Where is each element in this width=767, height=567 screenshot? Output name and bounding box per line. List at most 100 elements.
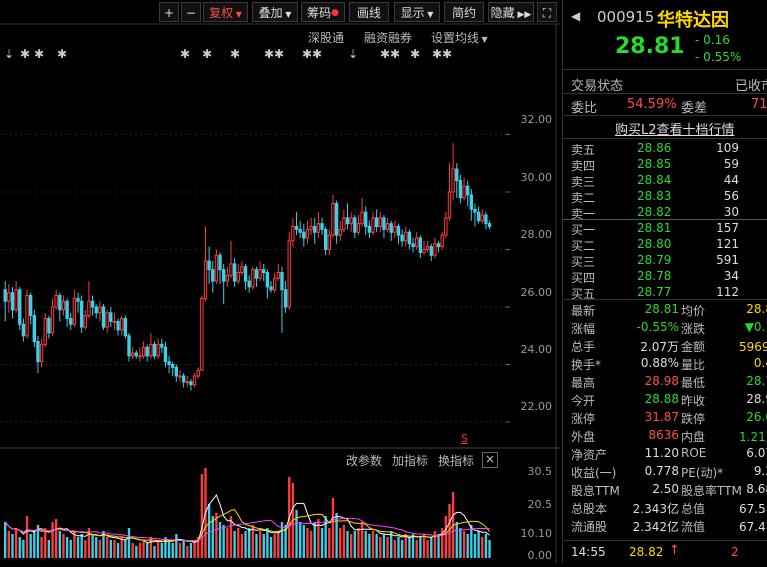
- diejia-label: 叠加: [258, 6, 283, 20]
- close-icon[interactable]: ×: [482, 452, 498, 468]
- bid-row[interactable]: 买三 28.79 591: [571, 253, 767, 270]
- level-price: 28.78: [637, 269, 672, 283]
- volume-bar: [368, 534, 371, 558]
- candle-body: [389, 223, 393, 233]
- candle-body: [236, 272, 240, 282]
- level-price: 28.81: [637, 221, 672, 235]
- quote-value: 28.88: [644, 392, 679, 406]
- volume-bar: [131, 543, 134, 558]
- diejia-button[interactable]: 叠加 ▼: [252, 2, 298, 22]
- event-marker[interactable]: ✱: [34, 47, 45, 61]
- volume-bar: [44, 528, 47, 558]
- quote-value: 8.68: [746, 482, 767, 496]
- volume-bar: [197, 537, 200, 558]
- volume-bar: [386, 537, 389, 558]
- volume-bar: [47, 540, 51, 558]
- kline-chart-area[interactable]: [0, 0, 560, 563]
- volume-bar: [470, 525, 473, 558]
- chouma-button[interactable]: 筹码●: [301, 2, 345, 22]
- zoom-out-button[interactable]: −: [181, 2, 201, 22]
- level-price: 28.86: [637, 141, 672, 155]
- candle-body: [320, 223, 324, 230]
- stock-code: 000915: [597, 8, 655, 26]
- trade-status-value: 已收市: [735, 79, 767, 94]
- rongzi-link[interactable]: 融资融券: [364, 31, 413, 45]
- shengutong-link[interactable]: 深股通: [308, 31, 345, 45]
- bid-row[interactable]: 买二 28.80 121: [571, 237, 767, 254]
- tick-volume: 2: [731, 545, 739, 559]
- ask-row[interactable]: 卖二 28.83 56: [571, 189, 767, 206]
- volume-bar: [95, 537, 98, 558]
- ask-row[interactable]: 卖五 28.86 109: [571, 141, 767, 158]
- event-marker[interactable]: ⇣: [4, 47, 15, 61]
- candle-body: [98, 306, 102, 314]
- double-right-arrow-icon: ▶▶: [514, 10, 532, 20]
- event-marker[interactable]: ✱✱: [302, 47, 323, 61]
- y-tick-label: 24.00: [520, 343, 553, 356]
- expand-button[interactable]: ⛶: [537, 2, 557, 22]
- back-arrow-icon[interactable]: ◀: [571, 9, 581, 23]
- event-marker[interactable]: ⇣: [348, 47, 359, 61]
- candle-body: [138, 355, 142, 358]
- event-marker[interactable]: ✱: [230, 47, 241, 61]
- candle-body: [61, 300, 66, 311]
- volume-bar: [160, 543, 163, 558]
- event-marker[interactable]: ✱: [202, 47, 213, 61]
- bid-row[interactable]: 买五 28.77 112: [571, 285, 767, 302]
- candle-body: [200, 297, 204, 371]
- quote-row: 换手* 0.88%量比 0.4: [571, 356, 767, 374]
- weibi-label: 委比: [571, 101, 598, 116]
- event-marker[interactable]: ✱✱: [432, 47, 453, 61]
- jianyue-button[interactable]: 简约: [444, 2, 484, 22]
- candle-body: [313, 226, 317, 233]
- volume-bar: [375, 534, 378, 558]
- kline-svg[interactable]: [0, 0, 560, 563]
- set-ma-dropdown[interactable]: 设置均线 ▼: [431, 29, 488, 46]
- candle-body: [251, 269, 255, 288]
- bid-row[interactable]: 买四 28.78 34: [571, 269, 767, 286]
- ask-row[interactable]: 卖三 28.84 44: [571, 173, 767, 190]
- l2-purchase-link[interactable]: 购买L2查看十档行情: [615, 123, 735, 138]
- event-marker[interactable]: ✱: [57, 47, 68, 61]
- volume-bar: [273, 534, 276, 558]
- candle-body: [203, 260, 208, 299]
- ask-row[interactable]: 卖一 28.82 30: [571, 205, 767, 222]
- ask-row[interactable]: 卖四 28.85 59: [571, 157, 767, 174]
- candle-body: [473, 208, 477, 213]
- gaican-button[interactable]: 改参数: [346, 454, 383, 468]
- event-marker[interactable]: ✱✱: [264, 47, 285, 61]
- candle-body: [418, 237, 423, 253]
- candle-body: [396, 226, 401, 236]
- volume-bar: [411, 534, 415, 558]
- volume-bar: [320, 528, 324, 558]
- candle-body: [323, 228, 328, 250]
- candle-body: [192, 375, 197, 386]
- s-marker[interactable]: S: [461, 432, 468, 445]
- huaxian-button[interactable]: 画线: [349, 2, 389, 22]
- volume-bar: [36, 525, 40, 558]
- event-marker[interactable]: ✱: [410, 47, 421, 61]
- tick-time: 14:55: [571, 545, 606, 559]
- volume-bar: [324, 516, 327, 558]
- quote-value: 28.81: [644, 302, 679, 316]
- level-volume: 109: [716, 141, 739, 155]
- event-marker[interactable]: ✱: [180, 47, 191, 61]
- xianshi-button[interactable]: 显示 ▼: [394, 2, 440, 22]
- zoom-in-button[interactable]: +: [159, 2, 179, 22]
- bid-row[interactable]: 买一 28.81 157: [571, 221, 767, 238]
- yincang-button[interactable]: 隐藏 ▶▶: [488, 2, 534, 22]
- candle-body: [10, 292, 15, 311]
- fuquan-button[interactable]: 复权 ▼: [203, 2, 248, 22]
- event-marker[interactable]: ✱: [20, 47, 31, 61]
- change-indicator-button[interactable]: 换指标: [438, 454, 475, 468]
- candle-body: [342, 217, 346, 230]
- candle-body: [65, 300, 69, 319]
- event-marker[interactable]: ✱✱: [380, 47, 401, 61]
- volume-bar: [22, 540, 25, 558]
- volume-bar: [306, 528, 309, 558]
- candle-body: [54, 295, 58, 308]
- add-indicator-button[interactable]: 加指标: [392, 454, 429, 468]
- volume-bar: [18, 537, 21, 558]
